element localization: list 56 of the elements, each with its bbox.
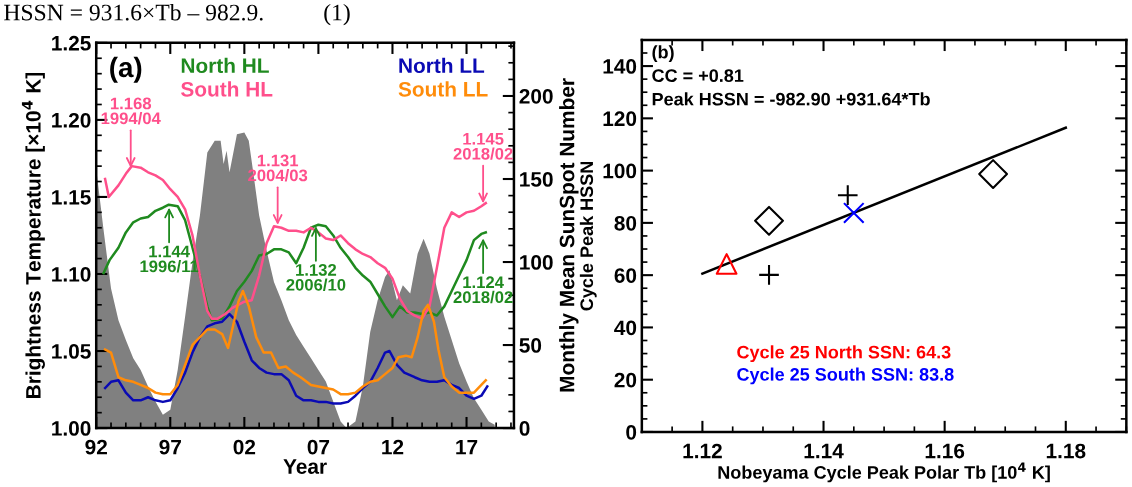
x-tick-label: 1.18 bbox=[1046, 443, 1086, 459]
x-tick-label: 02 bbox=[233, 439, 256, 455]
x-axis-title: Nobeyama Cycle Peak Polar Tb [10$^{4}$ K] bbox=[718, 462, 1050, 483]
point bbox=[842, 202, 865, 224]
text: Cycle 25 South SSN: 83.8 bbox=[737, 367, 954, 385]
annotation: 1.132 2006/10 bbox=[286, 264, 346, 291]
annotation: CC = +0.81 bbox=[652, 69, 744, 83]
y-tick-label: 60 bbox=[614, 268, 637, 283]
annotation: (a) bbox=[110, 56, 142, 83]
annotation: Peak HSSN = -982.90 +931.64*Tb bbox=[652, 92, 930, 106]
annotation: 1.168 1994/04 bbox=[101, 97, 161, 125]
y2-tick-label: 100 bbox=[520, 255, 553, 270]
y-tick-label: 120 bbox=[603, 111, 637, 127]
x-tick-label: 97 bbox=[159, 439, 181, 455]
x-tick-label: 92 bbox=[85, 439, 107, 455]
x-tick-label: 1.14 bbox=[804, 443, 844, 459]
chart-title: HSSN = 931.6×Tb – 982.9. (1) bbox=[4, 3, 350, 26]
y-tick-label: 1.25 bbox=[52, 35, 91, 51]
y-tick-label: 140 bbox=[603, 59, 637, 74]
text: Cycle 25 North SSN: 64.3 bbox=[737, 345, 951, 363]
text: North LL bbox=[399, 57, 485, 74]
x-tick-label: 17 bbox=[456, 439, 478, 455]
point bbox=[758, 264, 780, 286]
text: North HL bbox=[181, 57, 269, 74]
y-tick-label: 1.10 bbox=[52, 266, 91, 282]
y-tick-label: 1.15 bbox=[52, 190, 91, 205]
y-axis-title: Cycle Peak HSSN bbox=[579, 161, 597, 311]
annotation: 1.145 2018/02 bbox=[453, 133, 513, 160]
y-tick-label: 40 bbox=[614, 320, 637, 336]
y2-tick-label: 50 bbox=[519, 338, 542, 353]
y-tick-label: 80 bbox=[614, 215, 637, 231]
y-axis-title: Brightness Temperature [×10$^{4}$ K] bbox=[21, 72, 45, 398]
y2-tick-label: 0 bbox=[519, 421, 530, 436]
x-tick-label: 12 bbox=[382, 439, 404, 455]
text: South LL bbox=[398, 81, 488, 97]
y-tick-label: 20 bbox=[614, 372, 637, 388]
y-tick-label: 1.00 bbox=[52, 421, 91, 436]
x-axis-title: Year bbox=[283, 459, 327, 474]
annotation: 1.124 2018/02 bbox=[453, 276, 513, 304]
y2-tick-label: 200 bbox=[519, 88, 553, 104]
x-tick-label: 07 bbox=[307, 439, 330, 455]
x-tick-label: 1.16 bbox=[925, 443, 965, 459]
y-tick-label: 1.20 bbox=[52, 112, 91, 128]
y-tick-label: 1.05 bbox=[52, 344, 91, 359]
y2-tick-label: 150 bbox=[520, 172, 553, 187]
point bbox=[754, 205, 784, 236]
point bbox=[978, 159, 1009, 189]
x-tick-label: 1.12 bbox=[683, 443, 722, 459]
point bbox=[715, 253, 738, 275]
y-tick-label: 0 bbox=[626, 424, 637, 440]
y2-axis-title: Monthly Mean SunSpot Number bbox=[559, 78, 579, 392]
y-tick-label: 100 bbox=[603, 163, 637, 179]
annotation: (b) bbox=[652, 45, 674, 63]
line-series bbox=[103, 312, 489, 405]
point bbox=[836, 184, 859, 207]
text: South HL bbox=[181, 81, 273, 97]
